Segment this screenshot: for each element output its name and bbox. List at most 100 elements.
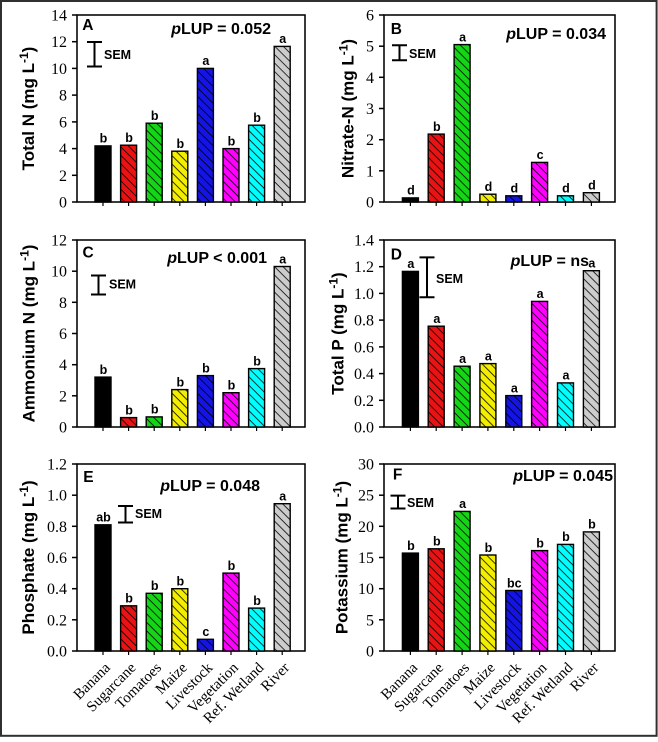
svg-text:0.8: 0.8 — [354, 313, 374, 330]
svg-text:a: a — [279, 32, 287, 46]
svg-text:a: a — [279, 490, 287, 504]
svg-text:b: b — [151, 109, 159, 123]
svg-text:0: 0 — [59, 195, 67, 212]
svg-text:b: b — [253, 594, 261, 608]
svg-text:pLUP = 0.052: pLUP = 0.052 — [170, 21, 271, 38]
svg-text:8: 8 — [59, 88, 67, 105]
svg-text:14: 14 — [51, 8, 67, 25]
svg-text:0.4: 0.4 — [354, 366, 374, 383]
svg-text:d: d — [485, 180, 493, 194]
svg-text:b: b — [176, 375, 184, 389]
svg-text:c: c — [537, 148, 544, 162]
svg-text:E: E — [83, 469, 93, 486]
svg-text:ab: ab — [96, 511, 111, 525]
svg-text:b: b — [125, 592, 133, 606]
svg-text:0: 0 — [59, 420, 67, 437]
svg-text:4: 4 — [59, 357, 67, 374]
svg-text:1.2: 1.2 — [47, 457, 67, 474]
svg-text:0.0: 0.0 — [47, 644, 67, 661]
svg-text:0.2: 0.2 — [47, 612, 67, 629]
svg-text:15: 15 — [358, 550, 374, 567]
svg-text:Nitrate-N (mg L-1): Nitrate-N (mg L-1) — [337, 39, 358, 178]
svg-text:b: b — [228, 379, 236, 393]
svg-text:a: a — [279, 252, 287, 266]
svg-text:6: 6 — [59, 114, 67, 131]
svg-text:12: 12 — [51, 34, 67, 51]
svg-text:3: 3 — [366, 101, 374, 118]
svg-text:5: 5 — [366, 39, 374, 56]
svg-text:pLUP < 0.001: pLUP < 0.001 — [166, 250, 267, 267]
svg-text:c: c — [202, 625, 209, 639]
svg-text:b: b — [485, 541, 493, 555]
svg-text:1: 1 — [366, 163, 374, 180]
svg-text:0: 0 — [366, 195, 374, 212]
svg-text:2: 2 — [366, 132, 374, 149]
svg-text:10: 10 — [51, 61, 67, 78]
svg-text:12: 12 — [51, 233, 67, 250]
svg-text:20: 20 — [358, 519, 374, 536]
svg-text:10: 10 — [358, 581, 374, 598]
svg-text:4: 4 — [366, 70, 374, 87]
svg-text:a: a — [407, 257, 415, 271]
svg-text:2: 2 — [59, 168, 67, 185]
svg-text:10: 10 — [51, 264, 67, 281]
svg-text:0.2: 0.2 — [354, 393, 374, 410]
svg-text:b: b — [433, 120, 441, 134]
svg-text:b: b — [100, 132, 108, 146]
svg-text:F: F — [393, 467, 402, 484]
svg-text:a: a — [459, 497, 467, 511]
svg-text:SEM: SEM — [436, 272, 463, 286]
svg-text:1.0: 1.0 — [47, 488, 67, 505]
svg-text:b: b — [202, 361, 210, 375]
svg-text:6: 6 — [59, 326, 67, 343]
svg-text:1.0: 1.0 — [354, 286, 374, 303]
svg-text:pLUP = ns: pLUP = ns — [510, 253, 590, 270]
svg-text:Total N (mg L-1): Total N (mg L-1) — [17, 47, 38, 171]
svg-text:b: b — [228, 134, 236, 148]
svg-text:a: a — [459, 352, 467, 366]
svg-text:pLUP = 0.045: pLUP = 0.045 — [512, 468, 613, 485]
svg-text:0: 0 — [366, 644, 374, 661]
svg-text:bc: bc — [507, 576, 522, 590]
svg-text:a: a — [563, 369, 571, 383]
svg-text:SEM: SEM — [407, 496, 434, 510]
svg-text:a: a — [511, 381, 519, 395]
svg-text:b: b — [562, 530, 570, 544]
svg-text:6: 6 — [366, 8, 374, 25]
svg-text:Potassium (mg L-1): Potassium (mg L-1) — [331, 481, 352, 634]
svg-text:d: d — [407, 184, 415, 198]
svg-text:A: A — [82, 17, 93, 34]
svg-text:a: a — [485, 349, 493, 363]
svg-text:pLUP = 0.048: pLUP = 0.048 — [159, 478, 260, 495]
svg-text:d: d — [588, 179, 596, 193]
svg-text:a: a — [537, 287, 545, 301]
svg-text:b: b — [100, 363, 108, 377]
svg-text:d: d — [562, 182, 570, 196]
svg-text:Ammonium N (mg L-1): Ammonium N (mg L-1) — [18, 245, 39, 423]
svg-text:b: b — [536, 536, 544, 550]
svg-text:b: b — [151, 579, 159, 593]
svg-text:d: d — [510, 182, 518, 196]
svg-text:a: a — [202, 54, 210, 68]
svg-text:Total P (mg L-1): Total P (mg L-1) — [327, 272, 348, 394]
svg-text:SEM: SEM — [409, 47, 436, 61]
svg-text:SEM: SEM — [109, 278, 136, 292]
svg-text:0.8: 0.8 — [47, 519, 67, 536]
svg-text:D: D — [391, 247, 402, 264]
svg-text:25: 25 — [358, 488, 374, 505]
svg-text:pLUP = 0.034: pLUP = 0.034 — [505, 26, 606, 43]
svg-text:B: B — [391, 21, 402, 38]
svg-text:b: b — [125, 403, 133, 417]
svg-text:b: b — [151, 403, 159, 417]
svg-text:a: a — [433, 312, 441, 326]
svg-text:1.4: 1.4 — [354, 233, 374, 250]
svg-text:5: 5 — [366, 612, 374, 629]
svg-text:b: b — [176, 575, 184, 589]
svg-text:b: b — [125, 131, 133, 145]
svg-text:b: b — [176, 137, 184, 151]
svg-text:8: 8 — [59, 295, 67, 312]
svg-text:0.0: 0.0 — [354, 420, 374, 437]
svg-text:SEM: SEM — [104, 48, 131, 62]
svg-text:0.6: 0.6 — [354, 339, 374, 356]
svg-text:1.2: 1.2 — [354, 259, 374, 276]
